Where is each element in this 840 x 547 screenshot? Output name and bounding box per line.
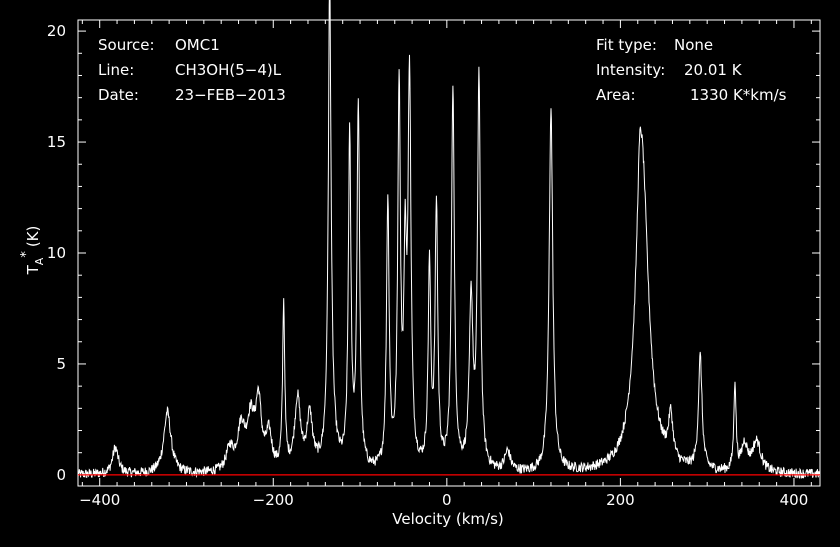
x-tick-label: 0 [442,491,452,509]
info-area-key: Area: [596,86,636,104]
info-panel-right: Fit type: None Intensity: 20.01 K Area: … [596,36,787,104]
y-axis-label-sub: A [33,257,46,265]
info-date-key: Date: [98,86,139,104]
info-date-value: 23−FEB−2013 [175,86,286,104]
info-panel-left: Source: OMC1 Line: CH3OH(5−4)L Date: 23−… [98,36,286,104]
y-axis-label-main: T [24,264,42,275]
y-tick-label: 10 [47,244,66,262]
info-line-value: CH3OH(5−4)L [175,61,282,79]
info-source-key: Source: [98,36,155,54]
info-source-value: OMC1 [175,36,220,54]
info-intensity-key: Intensity: [596,61,665,79]
info-line-key: Line: [98,61,134,79]
info-fit-type-value: None [674,36,713,54]
y-tick-label: 20 [47,22,66,40]
y-axis-label-unit: (K) [24,226,42,248]
y-tick-label: 0 [56,466,66,484]
x-tick-label: −400 [79,491,120,509]
y-tick-label: 5 [56,355,66,373]
info-fit-type-key: Fit type: [596,36,657,54]
y-axis-label-sup: * [19,251,34,258]
y-tick-label: 15 [47,133,66,151]
x-tick-label: 400 [780,491,809,509]
y-axis-label: TA* (K) [19,226,46,276]
plot-marks [77,0,821,479]
x-tick-label: −200 [253,491,294,509]
ticks-layer: −400 −200 0 200 400 0 5 10 15 20 [47,20,820,509]
x-axis-label: Velocity (km/s) [392,510,503,528]
info-area-value: 1330 K*km/s [690,86,787,104]
info-intensity-value: 20.01 K [684,61,743,79]
x-tick-label: 200 [606,491,635,509]
